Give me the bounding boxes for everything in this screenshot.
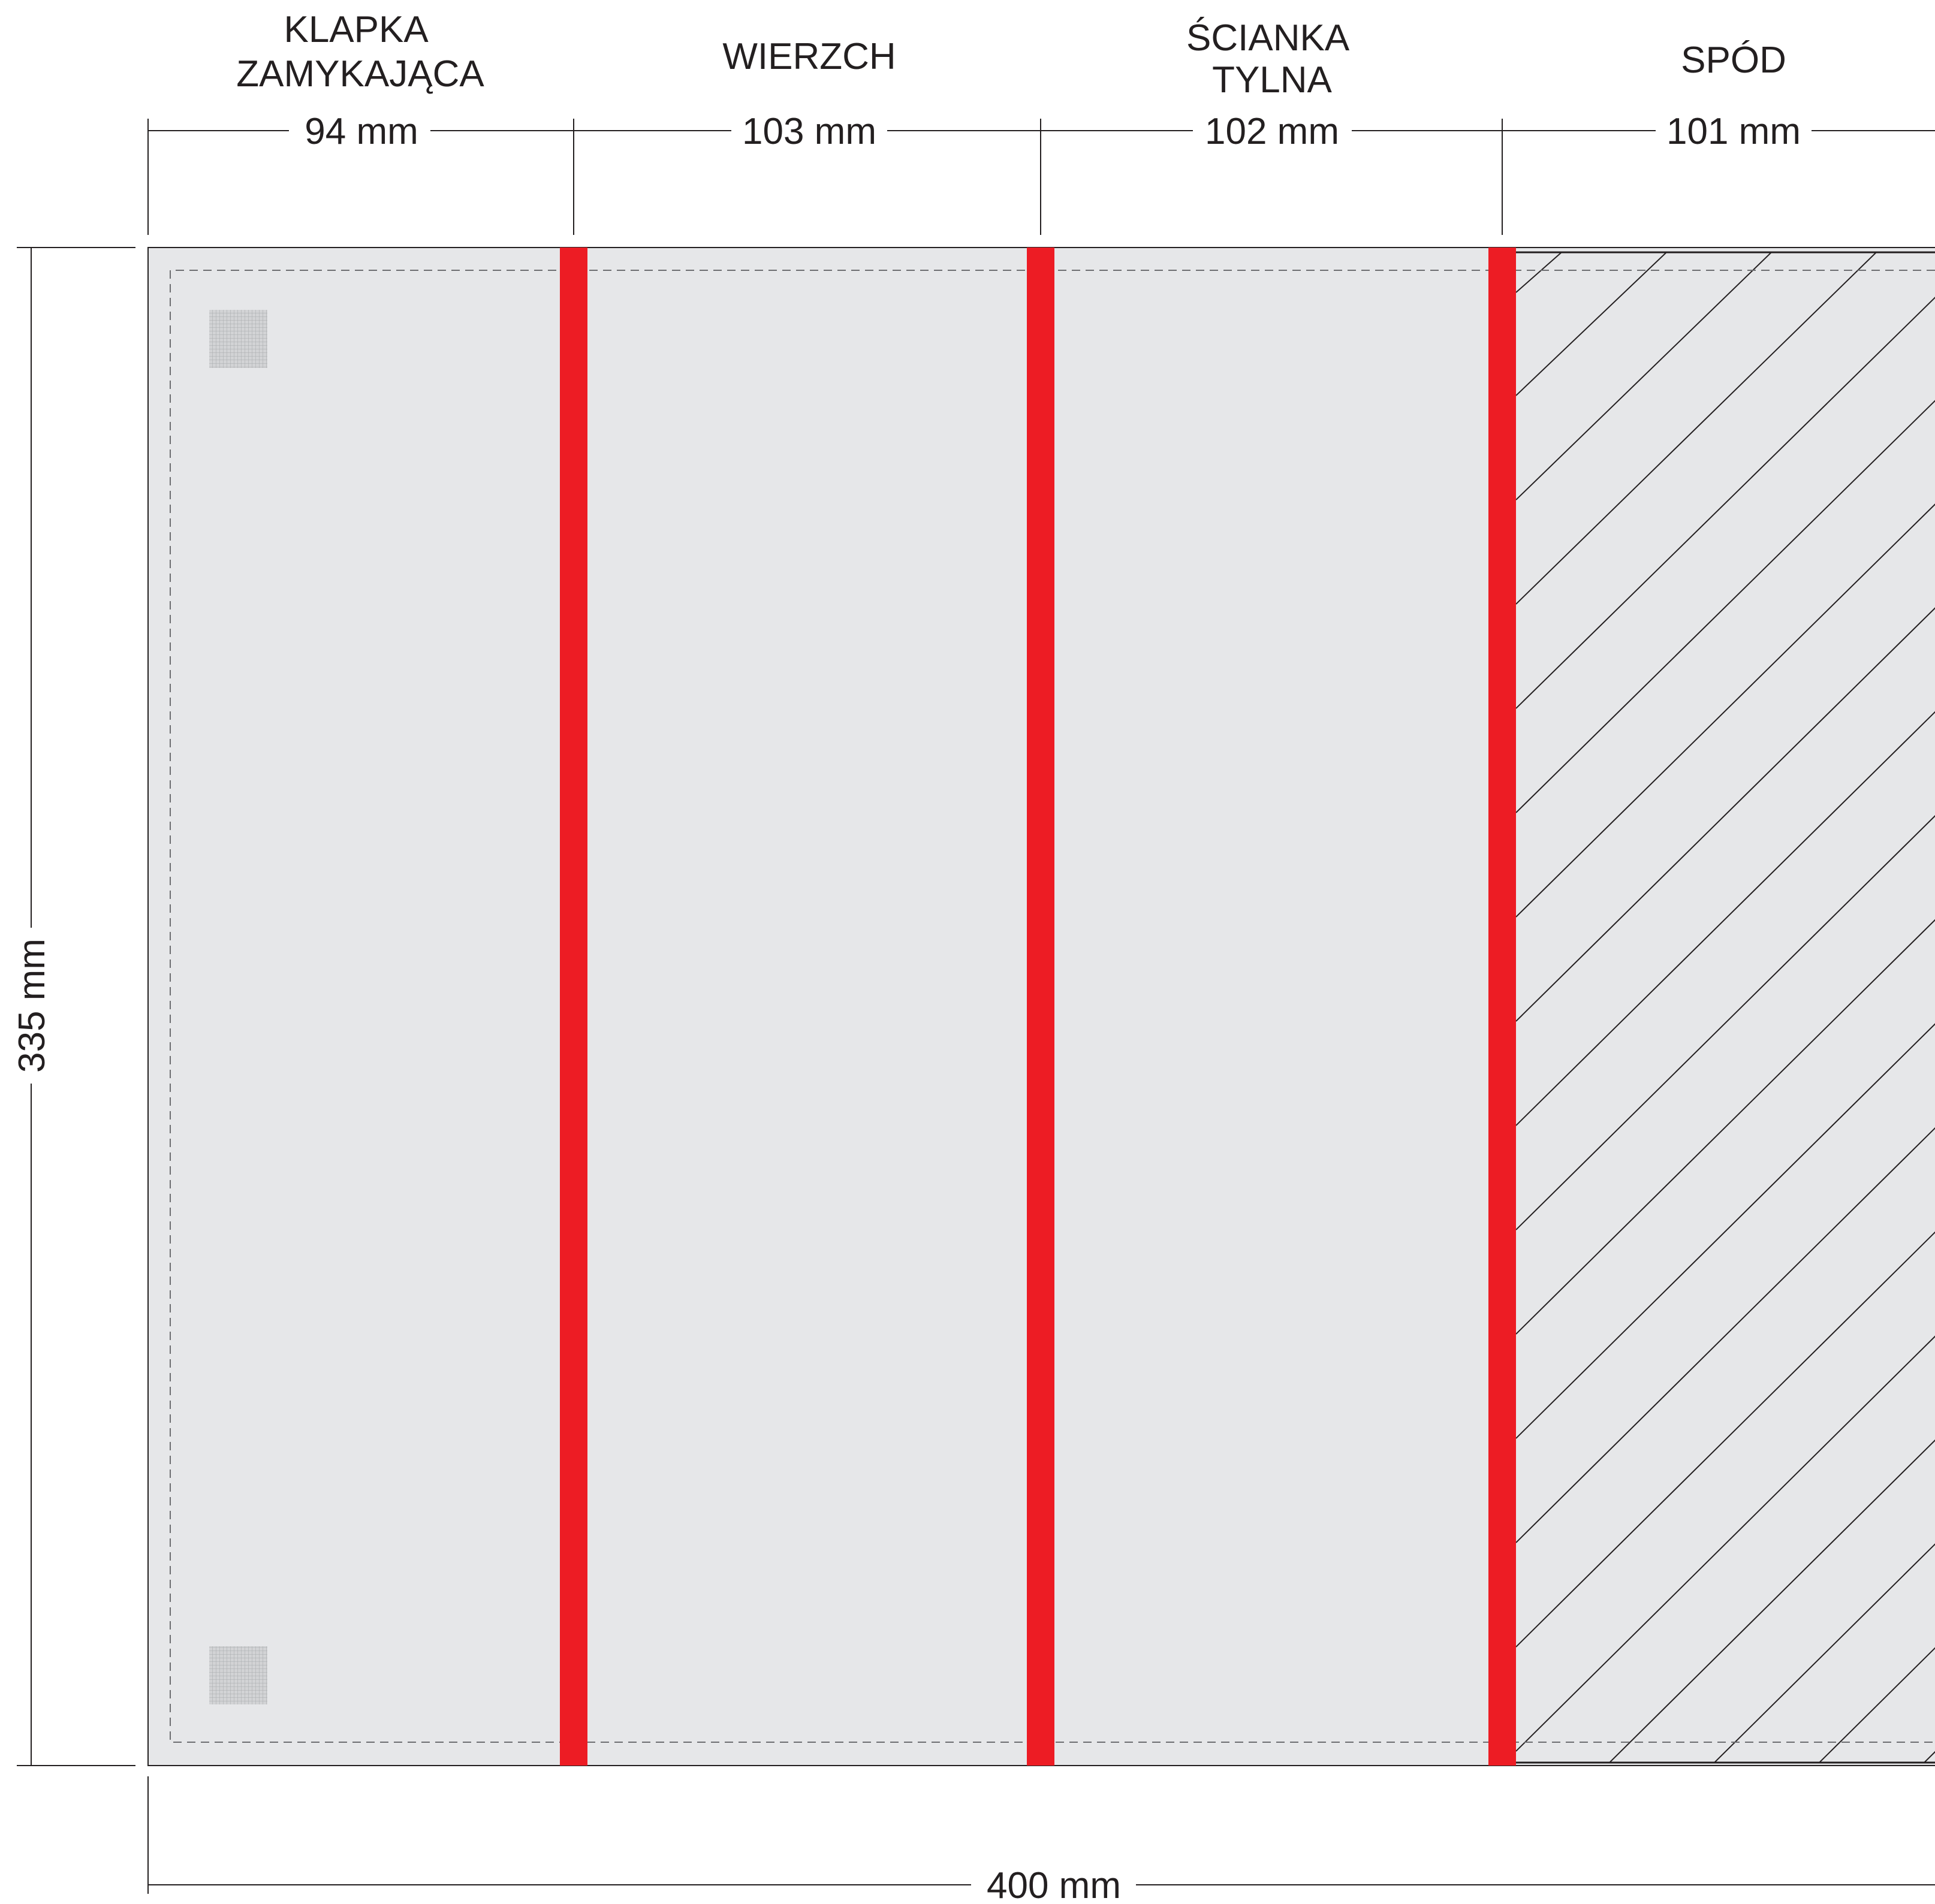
dimension-label-top: 103 mm: [742, 111, 876, 152]
mesh-square-bottom: [209, 1646, 267, 1704]
section-title-closing-flap: KLAPKA ZAMYKAJĄCA: [236, 9, 484, 95]
total-width-dimension-lines: [147, 1776, 1935, 1894]
dimension-label-back-wall: 102 mm: [1205, 111, 1339, 152]
section-title-bottom: SPÓD: [1681, 40, 1786, 81]
section-title-back-wall: ŚCIANKA TYLNA: [1186, 17, 1358, 101]
bottom-section-hatching: [1516, 252, 1935, 1763]
section-title-top: WIERZCH: [722, 36, 896, 77]
fold-line-3: [1488, 248, 1516, 1766]
dimension-label-bottom: 101 mm: [1666, 111, 1801, 152]
total-width-label: 400 mm: [987, 1865, 1121, 1904]
fold-line-1: [560, 248, 587, 1766]
height-dimension-lines: [17, 247, 135, 1766]
bottom-section-border: [1502, 251, 1935, 1764]
dimension-label-closing-flap: 94 mm: [305, 111, 418, 152]
fold-line-2: [1027, 248, 1054, 1766]
mesh-square-top: [209, 310, 267, 368]
height-dimension-label: 335 mm: [11, 939, 53, 1073]
top-dimension-extension-lines: [147, 119, 1503, 235]
